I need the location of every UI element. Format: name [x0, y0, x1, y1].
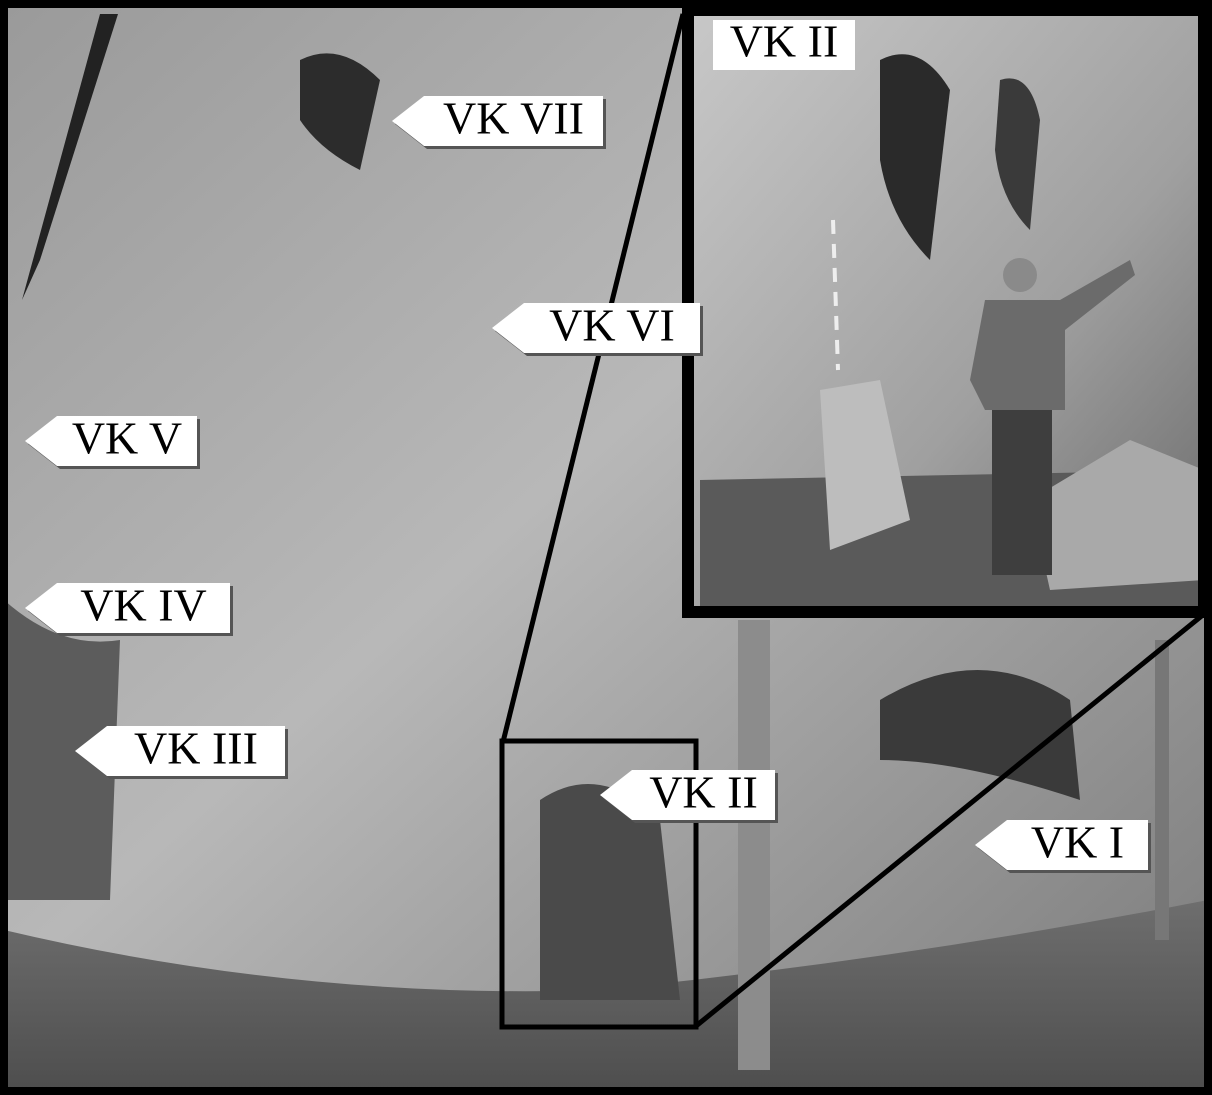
cave-opening [300, 53, 380, 171]
arrow-label-text: VK VII [443, 93, 584, 144]
arrow-label-box [392, 96, 603, 146]
label-text: VK II [730, 16, 839, 67]
inset-label: VK II [713, 16, 855, 70]
cave-opening [540, 784, 680, 1000]
shadow [4, 600, 120, 900]
arrow-label-text: VK II [649, 767, 758, 818]
tree-trunk [738, 620, 770, 1070]
arrow-label-text: VK IV [80, 580, 206, 631]
rock-block [1030, 440, 1204, 590]
scale-bar [831, 219, 840, 371]
arrow-label-box [600, 770, 775, 820]
connector-line [694, 612, 1206, 1028]
tree-trunk [1155, 640, 1169, 940]
arrow-label-box [25, 583, 230, 633]
arrow-label-text: VK III [134, 723, 258, 774]
cave-opening [880, 670, 1080, 800]
cave-opening [995, 78, 1040, 230]
cave-opening [880, 54, 950, 261]
label-box [713, 20, 855, 70]
arrow-label-box [975, 820, 1148, 870]
rock-block [820, 380, 910, 550]
zoom-box [499, 738, 699, 1030]
tree-trunk [22, 14, 118, 300]
arrow-label-box [492, 303, 700, 353]
arrow-label-text: VK VI [549, 300, 675, 351]
person [970, 258, 1135, 575]
arrow-label-box [75, 726, 285, 776]
arrow-label-text: VK I [1031, 817, 1124, 868]
arrow-label-text: VK V [72, 413, 182, 464]
connector-line [500, 13, 686, 743]
arrow-label-box [25, 416, 197, 466]
